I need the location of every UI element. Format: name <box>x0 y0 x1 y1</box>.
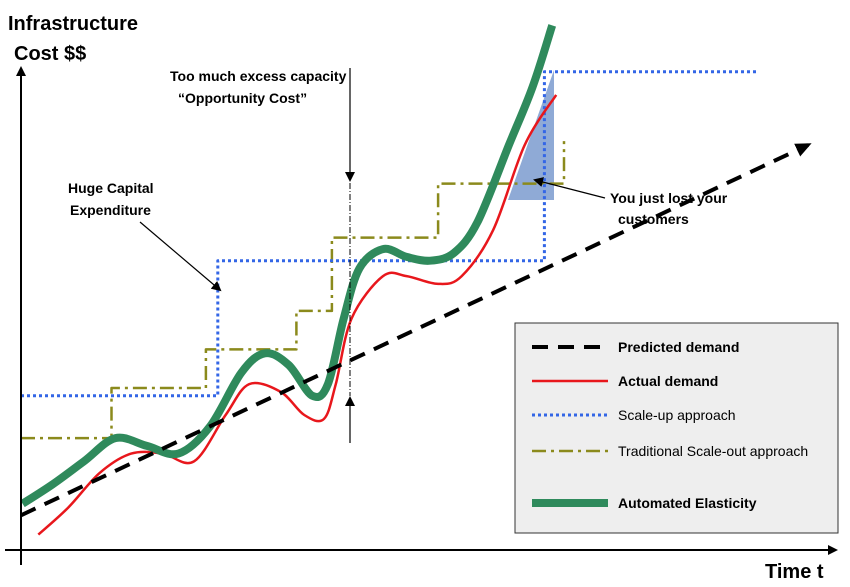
annotation-excess-line1: Too much excess capacity <box>170 68 347 84</box>
legend-label-predicted: Predicted demand <box>618 339 739 355</box>
series-line-actual <box>37 94 558 536</box>
legend-box <box>514 322 839 534</box>
legend-label-scaleup: Scale-up approach <box>618 407 736 423</box>
lost-arrow <box>533 177 606 199</box>
annotation-capex-line1: Huge Capital <box>68 180 154 196</box>
y-axis-title-line1: Infrastructure <box>8 13 138 35</box>
annotation-lost-line1: You just lost your <box>610 190 728 206</box>
series-line-scaleout <box>21 141 566 440</box>
annotation-excess-line2: “Opportunity Cost” <box>178 90 307 106</box>
legend-label-actual: Actual demand <box>618 373 718 389</box>
legend: Predicted demand Actual demand Scale-up ap… <box>514 322 839 534</box>
series-line-scaleup <box>21 70 757 398</box>
series-layer <box>20 24 812 536</box>
capex-arrow <box>139 221 222 292</box>
y-axis-title-line2: Cost $$ <box>14 43 86 65</box>
series-line-predicted <box>20 143 812 518</box>
x-axis-title: Time t <box>765 561 824 583</box>
annotation-lost-line2: customers <box>618 211 689 227</box>
legend-label-elastic: Automated Elasticity <box>618 495 757 511</box>
series-line-elastic <box>20 24 557 508</box>
annotation-capex-line2: Expenditure <box>70 202 151 218</box>
legend-label-scaleout: Traditional Scale-out approach <box>618 443 808 459</box>
